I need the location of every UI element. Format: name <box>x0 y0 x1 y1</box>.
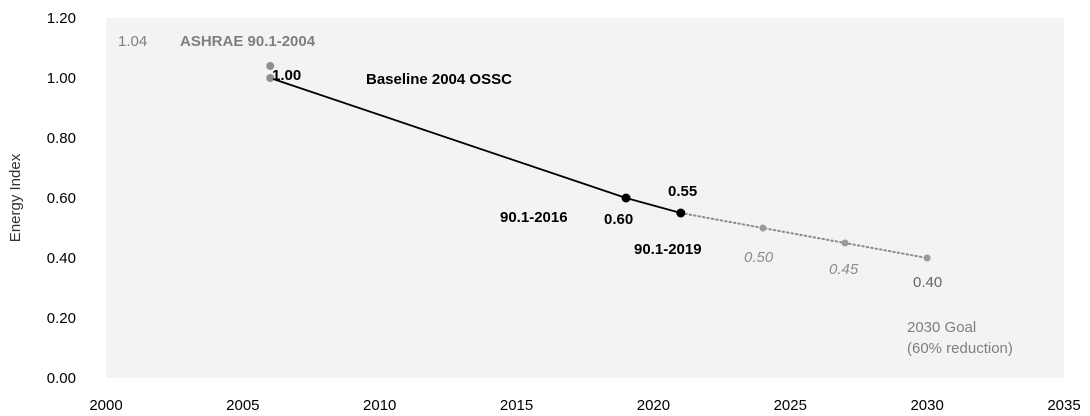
annotation-v100: 1.00 <box>272 67 301 84</box>
x-tick-label: 2000 <box>89 397 122 414</box>
annotation-a104: 1.04 <box>118 33 147 50</box>
axes: 2000 2005 2010 2015 2020 2025 2030 2035 0.00 0.20… <box>47 10 1081 414</box>
annotation-goal2: (60% reduction) <box>907 340 1013 357</box>
data-point <box>759 224 767 232</box>
y-tick-label: 1.00 <box>47 70 76 87</box>
annotation-baseline: Baseline 2004 OSSC <box>366 71 512 88</box>
y-tick-label: 0.40 <box>47 250 76 267</box>
annotation-v055: 0.55 <box>668 183 697 200</box>
y-tick-label: 0.60 <box>47 190 76 207</box>
points-layer <box>266 62 931 262</box>
annotation-v040: 0.40 <box>913 274 942 291</box>
y-axis-title: Energy Index <box>7 153 24 242</box>
annotation-ashrae2004: ASHRAE 90.1-2004 <box>180 33 316 50</box>
y-tick-label: 0.20 <box>47 310 76 327</box>
projection-series-line <box>679 212 929 259</box>
data-point <box>621 193 631 203</box>
annotation-v050: 0.50 <box>744 249 774 266</box>
x-tick-label: 2035 <box>1047 397 1080 414</box>
data-point <box>923 254 931 262</box>
annotation-std2016: 90.1-2016 <box>500 209 568 226</box>
data-point <box>266 62 275 70</box>
x-tick-label: 2030 <box>910 397 943 414</box>
plot-area <box>106 18 1064 378</box>
data-point <box>841 239 849 247</box>
annotation-goal1: 2030 Goal <box>907 319 976 336</box>
x-tick-label: 2010 <box>363 397 396 414</box>
annotation-v060: 0.60 <box>604 211 633 228</box>
x-tick-label: 2020 <box>637 397 670 414</box>
labels-layer: 1.04 ASHRAE 90.1-2004 1.00 Baseline 2004 OS… <box>118 33 1013 357</box>
x-tick-label: 2025 <box>774 397 807 414</box>
y-tick-label: 1.20 <box>47 10 76 27</box>
annotation-v045: 0.45 <box>829 261 859 278</box>
y-tick-label: 0.80 <box>47 130 76 147</box>
y-tick-label: 0.00 <box>47 370 76 387</box>
data-point <box>266 74 275 82</box>
x-tick-label: 2005 <box>226 397 259 414</box>
x-tick-label: 2015 <box>500 397 533 414</box>
data-point <box>676 208 686 218</box>
annotation-std2019: 90.1-2019 <box>634 241 702 258</box>
